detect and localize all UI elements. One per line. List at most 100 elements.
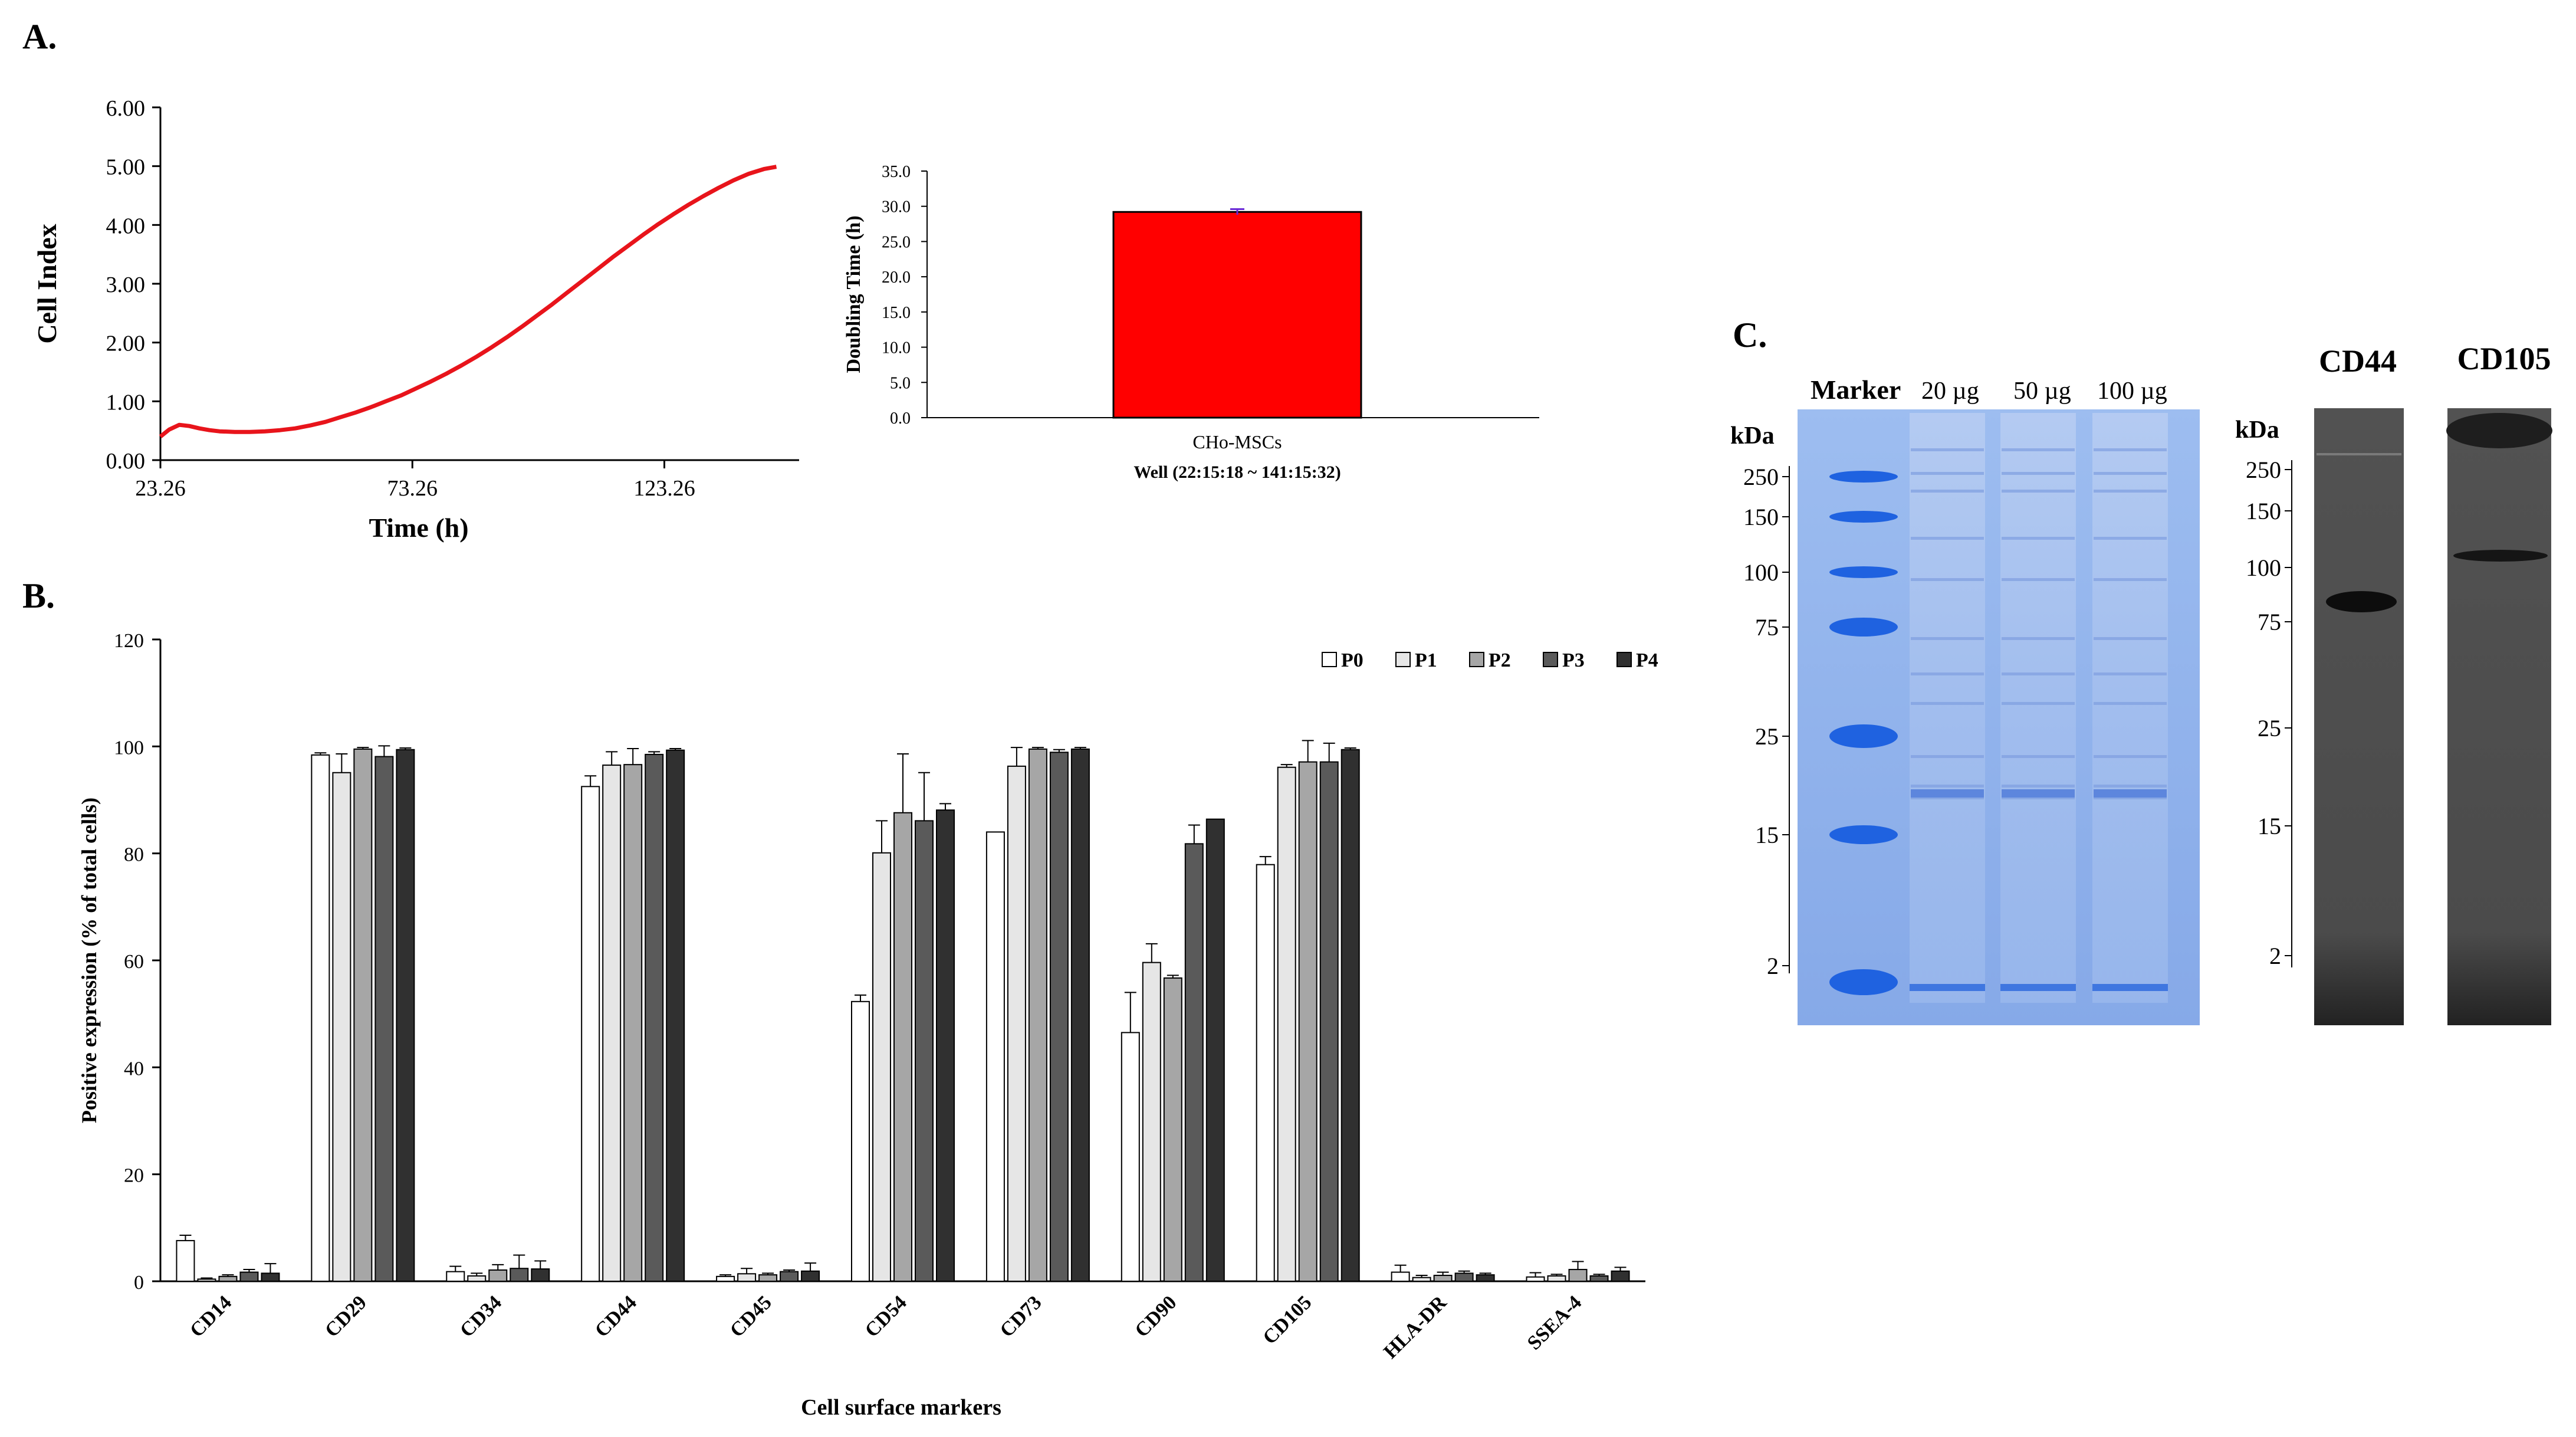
gel-sample-band — [1911, 472, 1984, 475]
gel-sample-band — [2094, 785, 2167, 788]
bar-cd54-p1 — [872, 852, 891, 1282]
blot-ladder-label: 25 — [2258, 715, 2281, 742]
bar-cd45-p2 — [758, 1274, 778, 1282]
gel-marker-band — [1829, 511, 1898, 523]
gel-sample-band — [2002, 702, 2075, 705]
panel-label-c: C. — [1733, 316, 1767, 355]
gel-sample-band — [2094, 755, 2167, 758]
gel-sample-band — [2002, 672, 2075, 675]
legend-label-p1: P1 — [1415, 649, 1437, 671]
gel-sample-band — [2002, 755, 2075, 758]
category-label: CD29 — [321, 1291, 371, 1341]
gel-sample-band — [2094, 637, 2167, 640]
bar-cd34-p4 — [531, 1268, 550, 1282]
sds-page-gel: Marker 20 µg 50 µg 100 µg kDa 250 150 100 7… — [1730, 375, 2200, 1025]
gel-marker-band — [1829, 471, 1898, 483]
bar-cd73-p0 — [985, 831, 1005, 1282]
legend-label-p4: P4 — [1636, 649, 1658, 671]
gel-marker-band — [1829, 566, 1898, 578]
gel-sample-band — [2002, 490, 2075, 493]
bar-cd44-p1 — [602, 765, 622, 1282]
bar-cd105-p0 — [1256, 864, 1275, 1282]
gel-ladder-label: 150 — [1743, 504, 1779, 530]
bar-cd34-p0 — [446, 1271, 465, 1282]
bar-cd29-p4 — [396, 749, 415, 1282]
gel-ladder-label: 100 — [1743, 559, 1779, 586]
bar-ssea-4-p1 — [1547, 1275, 1566, 1282]
blot-ladder-label: 150 — [2246, 498, 2281, 524]
y-tick-label: 60 — [124, 951, 144, 973]
y-tick-label: 10.0 — [882, 339, 911, 357]
gel-lane-header-50ug: 50 µg — [2013, 378, 2071, 405]
gel-sample-band — [1911, 796, 1984, 799]
legend-label-p2: P2 — [1489, 649, 1511, 671]
y-tick-label: 1.00 — [106, 390, 146, 415]
y-tick-label: 20.0 — [882, 268, 911, 287]
gel-sample-band-main — [1911, 789, 1984, 798]
bar-cd45-p0 — [716, 1275, 735, 1282]
gel-sample-band — [2094, 672, 2167, 675]
bar-cd34-p2 — [488, 1269, 508, 1282]
western-blots: CD44 CD105 kDa 250 150 100 75 25 15 2 — [2235, 341, 2552, 1025]
gel-sample-band — [2094, 796, 2167, 799]
gel-sample-band — [1911, 672, 1984, 675]
gel-sample-band — [2094, 578, 2167, 581]
gel-sample-band — [2002, 448, 2075, 451]
bar-hla-dr-p1 — [1412, 1277, 1431, 1282]
gel-dye-front — [2000, 984, 2076, 991]
blot-ladder-label: 15 — [2258, 813, 2281, 839]
gel-ladder-label: 15 — [1755, 822, 1779, 848]
category-label: CD14 — [186, 1291, 236, 1341]
blot-ladder-label: 250 — [2246, 457, 2281, 483]
category-label: CD73 — [996, 1291, 1046, 1341]
gel-sample-band — [1911, 537, 1984, 540]
bar-cd54-p3 — [915, 820, 934, 1282]
bar-cd14-p3 — [239, 1271, 259, 1282]
gel-sample-band — [2094, 490, 2167, 493]
gel-ladder-label: 25 — [1755, 723, 1779, 750]
category-label: HLA-DR — [1379, 1291, 1451, 1363]
gel-dye-front — [1910, 984, 1985, 991]
legend-label-p0: P0 — [1341, 649, 1363, 671]
bar-cd34-p1 — [467, 1275, 487, 1282]
bar-ssea-4-p4 — [1611, 1270, 1630, 1282]
gel-sample-band — [2002, 578, 2075, 581]
legend: P0 P1 P2 P3 P4 — [1322, 649, 1658, 671]
bar-cho-mscs — [1112, 211, 1362, 419]
x-tick-label: 123.26 — [633, 476, 695, 501]
y-tick-label: 15.0 — [882, 304, 911, 322]
x-tick-label: 23.26 — [135, 476, 186, 501]
gel-kda-label: kDa — [1730, 422, 1775, 450]
cell-index-chart: 0.00 1.00 2.00 3.00 4.00 5.00 6.00 23.26 73.26 1… — [32, 96, 799, 543]
y-tick-label: 80 — [124, 844, 144, 866]
bar-cd73-p3 — [1049, 752, 1069, 1282]
bar-cd105-p4 — [1340, 749, 1360, 1282]
gel-sample-band — [1911, 785, 1984, 788]
y-tick-label: 6.00 — [106, 96, 146, 121]
x-tick-label: 73.26 — [387, 476, 438, 501]
blot-kda-label: kDa — [2235, 416, 2279, 444]
y-tick-label: 100 — [114, 737, 144, 759]
gel-sample-band — [2002, 537, 2075, 540]
blot-strip-cd44 — [2314, 408, 2404, 1025]
bar-cd54-p0 — [851, 1000, 870, 1282]
bar-cd105-p3 — [1319, 761, 1339, 1282]
gel-sample-band — [2002, 796, 2075, 799]
gel-marker-band — [1829, 724, 1898, 748]
y-tick-label: 0 — [134, 1272, 144, 1294]
bar-cd54-p4 — [936, 809, 955, 1282]
gel-sample-band — [2094, 537, 2167, 540]
bar-cd44-p4 — [666, 749, 685, 1282]
gel-sample-band — [2094, 448, 2167, 451]
y-axis-title: Cell Index — [32, 224, 62, 343]
bar-cd54-p2 — [893, 812, 912, 1282]
bar-cd90-p3 — [1184, 843, 1204, 1282]
bar-cd90-p2 — [1163, 977, 1182, 1282]
gel-sample-band — [1911, 637, 1984, 640]
x-axis-title: Cell surface markers — [801, 1395, 1001, 1420]
gel-lane-header-100ug: 100 µg — [2097, 378, 2167, 405]
category-label: CD54 — [861, 1291, 911, 1341]
y-axis-title: Doubling Time (h) — [843, 215, 865, 373]
gel-sample-band — [2002, 472, 2075, 475]
y-tick-label: 3.00 — [106, 273, 146, 297]
